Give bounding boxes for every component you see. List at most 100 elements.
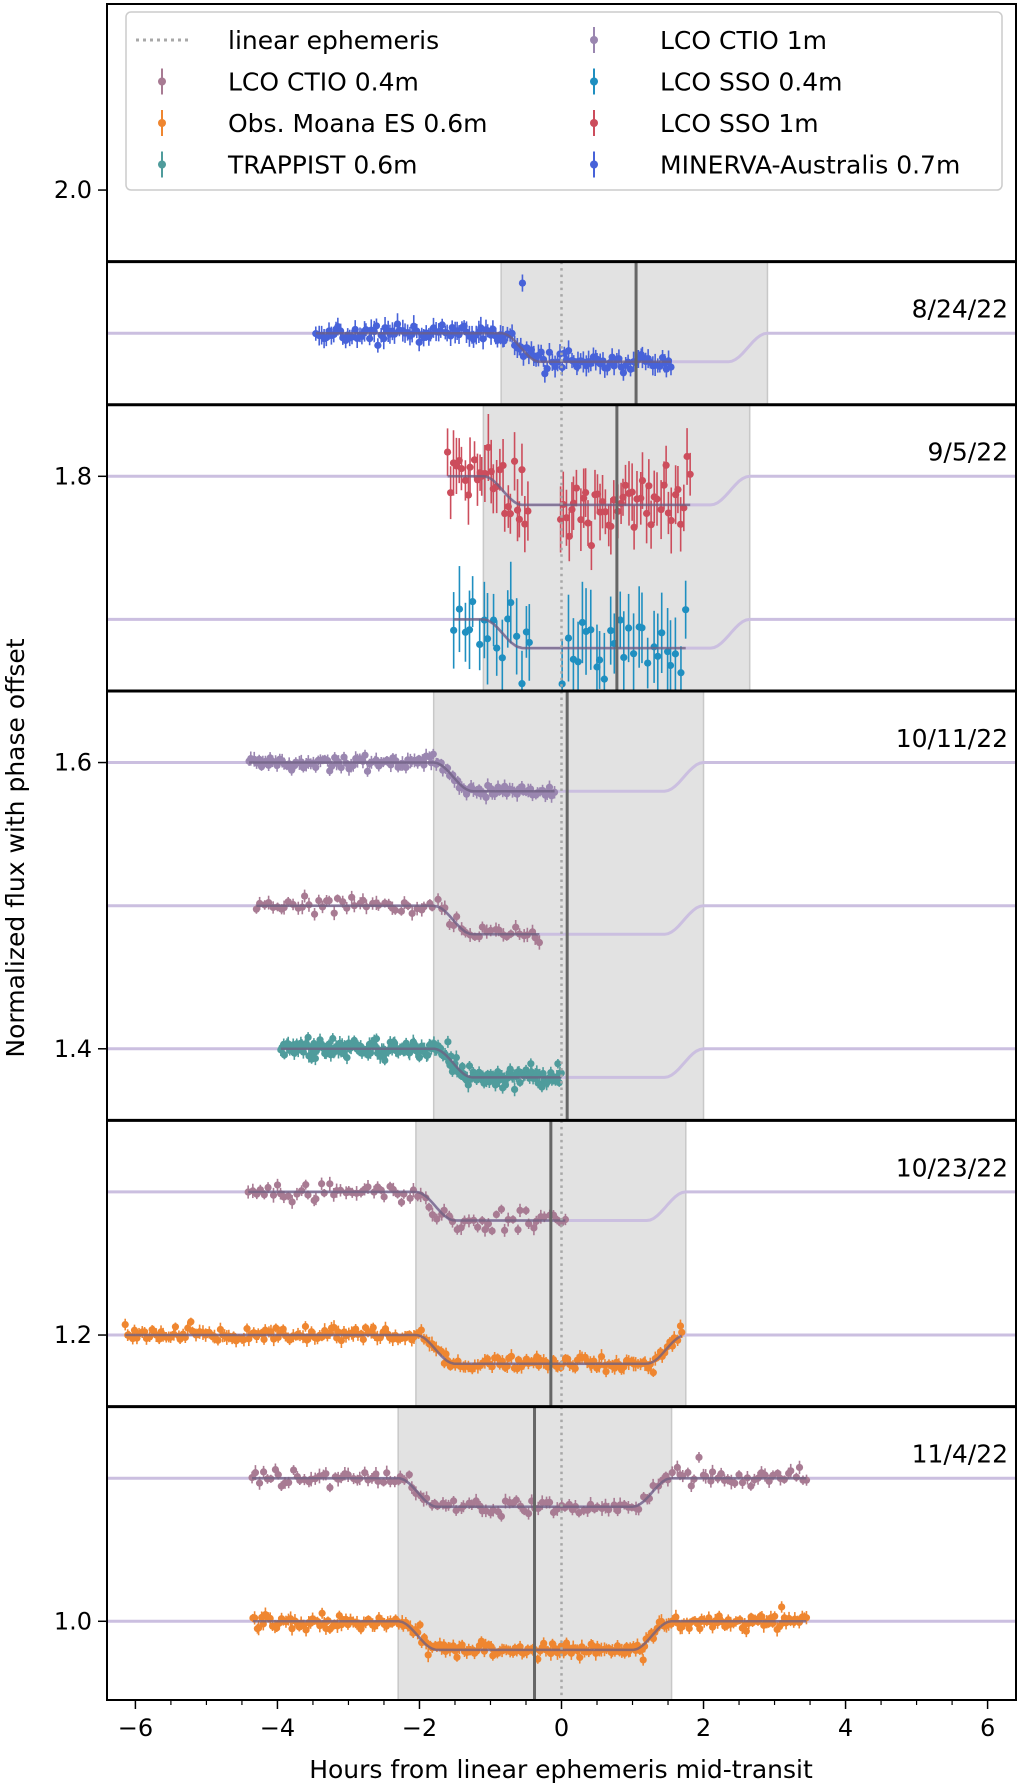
data-point bbox=[673, 1463, 681, 1471]
data-point bbox=[637, 494, 645, 502]
data-point bbox=[487, 926, 495, 935]
data-point bbox=[501, 1226, 509, 1234]
legend-marker bbox=[158, 119, 166, 127]
data-point bbox=[288, 1625, 296, 1633]
panel-10-23-22: 10/23/22 bbox=[107, 1120, 1016, 1407]
data-point bbox=[366, 334, 374, 343]
data-point bbox=[742, 1627, 750, 1635]
data-point bbox=[452, 1053, 460, 1062]
data-point bbox=[654, 652, 662, 660]
series-lco-ctio-0-4m bbox=[248, 1451, 811, 1522]
data-point bbox=[795, 1463, 804, 1472]
data-point bbox=[671, 650, 679, 658]
data-point bbox=[555, 1079, 563, 1087]
panel-date-label: 11/4/22 bbox=[912, 1440, 1008, 1469]
data-point bbox=[677, 669, 685, 677]
panel-content bbox=[107, 404, 1016, 691]
data-point bbox=[335, 1611, 343, 1620]
data-point bbox=[576, 1653, 584, 1662]
data-point bbox=[568, 505, 576, 514]
data-point bbox=[444, 1038, 452, 1046]
panel-9-5-22: 9/5/22 bbox=[107, 404, 1016, 691]
legend-label: Obs. Moana ES 0.6m bbox=[228, 109, 488, 138]
legend-box bbox=[125, 11, 1003, 191]
data-point bbox=[479, 335, 487, 343]
data-point bbox=[499, 461, 507, 470]
data-point bbox=[457, 1224, 465, 1232]
series-lco-sso-1m bbox=[443, 414, 694, 571]
data-point bbox=[557, 1069, 565, 1077]
data-point bbox=[285, 1478, 293, 1487]
data-point bbox=[667, 363, 675, 371]
data-point bbox=[372, 322, 381, 330]
y-tick-label: 2.0 bbox=[54, 176, 92, 204]
data-point bbox=[433, 1215, 441, 1223]
data-point bbox=[668, 1469, 676, 1477]
legend-entry-lco-sso-0-4m: LCO SSO 0.4m bbox=[590, 68, 842, 97]
data-point bbox=[391, 906, 399, 914]
data-point bbox=[647, 521, 655, 529]
data-point bbox=[487, 1643, 495, 1651]
legend-label: TRAPPIST 0.6m bbox=[227, 151, 417, 180]
data-point bbox=[361, 1469, 369, 1477]
data-point bbox=[493, 644, 501, 652]
data-point bbox=[649, 1369, 657, 1377]
y-tick-label: 1.0 bbox=[54, 1607, 92, 1635]
series-obs-moana-es-0-6m bbox=[121, 1317, 686, 1378]
data-point bbox=[500, 337, 508, 345]
data-point bbox=[621, 481, 630, 489]
data-point bbox=[312, 1195, 320, 1203]
data-point bbox=[626, 365, 635, 373]
data-point bbox=[625, 624, 633, 632]
data-point bbox=[265, 899, 273, 907]
data-point bbox=[587, 541, 596, 550]
panel-content bbox=[107, 1406, 1016, 1700]
data-point bbox=[497, 1512, 505, 1521]
data-point bbox=[214, 1336, 222, 1344]
data-point bbox=[315, 896, 323, 905]
data-point bbox=[469, 598, 477, 606]
data-point bbox=[474, 1223, 482, 1231]
data-point bbox=[397, 907, 405, 915]
data-point bbox=[374, 341, 382, 349]
data-point bbox=[522, 628, 531, 636]
data-point bbox=[658, 629, 666, 637]
data-point bbox=[333, 894, 342, 903]
data-point bbox=[525, 1220, 533, 1228]
data-point bbox=[252, 905, 261, 913]
data-point bbox=[484, 1220, 493, 1228]
data-point bbox=[778, 1603, 786, 1611]
data-point bbox=[630, 523, 638, 531]
data-point bbox=[518, 680, 526, 688]
legend-marker bbox=[590, 119, 598, 127]
fit-line-lco-sso-0-4m bbox=[453, 618, 686, 650]
data-point bbox=[264, 1183, 272, 1192]
data-point bbox=[359, 896, 367, 904]
legend-entry-minerva-australis-0-7m: MINERVA-Australis 0.7m bbox=[590, 151, 960, 180]
series-obs-moana-es-0-6m bbox=[249, 1601, 811, 1666]
legend-marker bbox=[158, 77, 166, 86]
data-point bbox=[607, 626, 615, 635]
data-point bbox=[638, 477, 647, 485]
data-point bbox=[466, 463, 474, 471]
series-lco-ctio-0-4m bbox=[252, 889, 543, 950]
data-point bbox=[565, 532, 573, 540]
data-point bbox=[664, 648, 672, 656]
series-lco-ctio-1m bbox=[245, 748, 559, 805]
data-point bbox=[312, 763, 320, 772]
data-point bbox=[540, 1213, 548, 1221]
data-point bbox=[362, 326, 370, 334]
data-point bbox=[564, 347, 573, 355]
data-point bbox=[478, 923, 486, 931]
data-point bbox=[610, 362, 618, 370]
data-point bbox=[326, 1483, 334, 1492]
legend-label: LCO SSO 0.4m bbox=[660, 68, 842, 97]
data-point bbox=[251, 1614, 259, 1622]
data-point bbox=[171, 1323, 180, 1331]
data-point bbox=[513, 632, 521, 640]
data-point bbox=[708, 1623, 717, 1631]
data-point bbox=[593, 663, 601, 671]
data-point bbox=[269, 1191, 278, 1199]
data-point bbox=[696, 1625, 704, 1633]
x-tick-label: 2 bbox=[696, 1714, 711, 1742]
